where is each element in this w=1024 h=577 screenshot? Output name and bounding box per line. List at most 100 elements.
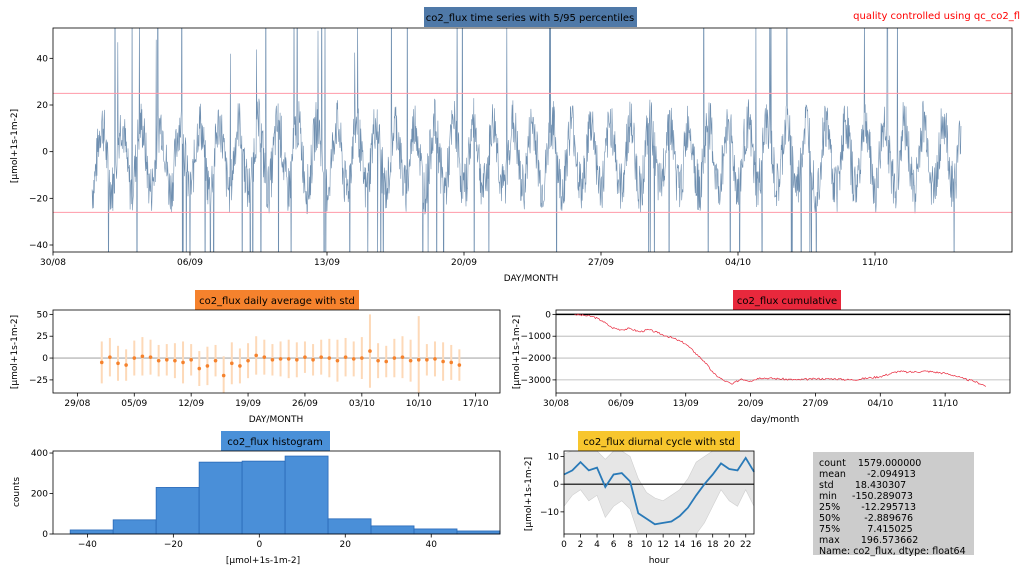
diurnal-xtick-label: 18 — [707, 540, 719, 550]
cumulative-line — [574, 313, 987, 387]
daily-ytick-label: 0 — [42, 354, 48, 364]
stats-line-name: Name: co2_flux, dtype: float64 — [819, 546, 966, 557]
cumulative-ytick-label: −3000 — [521, 376, 552, 386]
stats-line-std: std 18.430307 — [819, 480, 906, 491]
cumulative-title-box — [733, 290, 841, 310]
daily-mean-point — [457, 363, 462, 367]
daily-mean-point — [108, 355, 112, 359]
daily-title: co2_flux daily average with std — [199, 296, 355, 307]
daily-xtick-label: 03/10 — [349, 399, 375, 409]
cumulative-xtick-label: 11/10 — [932, 399, 958, 409]
daily-plot: 29/08 05/09 12/09 19/09 26/09 03/10 10/10 17/10… — [29, 309, 501, 409]
histogram-bar — [370, 525, 415, 535]
timeseries-xtick-label: 27/09 — [588, 258, 614, 268]
histogram-xtick-label: 20 — [340, 540, 352, 550]
timeseries-xtick-label: 11/10 — [862, 258, 888, 268]
daily-mean-point — [286, 357, 291, 361]
timeseries-ytick-label: −20 — [29, 194, 48, 204]
daily-mean-point — [392, 356, 397, 360]
daily-mean-point — [343, 355, 348, 359]
stats-line-max: max 196.573662 — [819, 535, 918, 546]
daily-mean-point — [246, 358, 250, 363]
daily-mean-point — [164, 358, 169, 362]
cumulative-ytick-label: 0 — [545, 310, 551, 320]
histogram-xtick-label: 40 — [426, 540, 438, 550]
timeseries-line — [91, 28, 962, 252]
diurnal-frame — [563, 450, 755, 535]
histogram-title-box — [221, 431, 330, 451]
daily-mean-point — [270, 358, 275, 362]
diurnal-ytick-label: −10 — [540, 508, 559, 518]
diurnal-xtick-label: 8 — [627, 540, 633, 550]
diurnal-xtick-label: 4 — [594, 540, 600, 550]
daily-mean-point — [327, 356, 332, 360]
diurnal-ylabel: [μmol+1s-1m-2] — [524, 457, 534, 531]
cumulative-ytick-label: −2000 — [521, 354, 552, 364]
histogram-ylabel: counts — [12, 477, 22, 507]
timeseries-panel: co2_flux time series with 5/95 percentil… — [10, 7, 1013, 284]
diurnal-xtick-label: 16 — [690, 540, 702, 550]
diurnal-xtick-label: 22 — [740, 540, 751, 550]
cumulative-title: co2_flux cumulative — [737, 296, 837, 307]
histogram-bar — [69, 529, 114, 535]
cumulative-plot: 30/08 06/09 13/09 20/09 27/09 04/10 11/10 −3000… — [521, 309, 1011, 409]
histogram-bar — [112, 519, 157, 535]
stats-line-min: min -150.289073 — [819, 491, 913, 502]
timeseries-xlabel: DAY/MONTH — [504, 274, 559, 284]
diurnal-title-box — [578, 431, 740, 451]
daily-mean-point — [230, 361, 234, 366]
daily-xtick-label: 29/08 — [64, 399, 90, 409]
daily-mean-point — [303, 355, 307, 359]
diurnal-xtick-label: 10 — [641, 540, 653, 550]
diurnal-panel: co2_flux diurnal cycle with std hour [μm… — [524, 431, 755, 566]
cumulative-xtick-label: 06/09 — [608, 399, 634, 409]
daily-mean-point — [278, 357, 283, 361]
diurnal-std-band — [564, 451, 754, 534]
daily-mean-point — [295, 358, 299, 362]
daily-mean-point — [221, 373, 226, 378]
stats-background — [813, 452, 974, 555]
histogram-bar — [413, 528, 458, 535]
histogram-frame — [52, 450, 501, 535]
timeseries-xtick-label: 30/08 — [40, 258, 66, 268]
daily-mean-point — [181, 360, 185, 365]
daily-mean-point — [140, 354, 145, 359]
histogram-bar — [241, 460, 286, 535]
daily-mean-point — [408, 358, 413, 363]
daily-panel: co2_flux daily average with std DAY/MONT… — [10, 290, 501, 425]
daily-ytick-label: 25 — [37, 332, 48, 342]
timeseries-ytick-label: 20 — [37, 101, 49, 111]
stats-box: count 1579.000000 mean -2.094913 std 18.… — [813, 452, 974, 557]
cumulative-xtick-label: 04/10 — [867, 399, 893, 409]
daily-xtick-label: 12/09 — [178, 399, 204, 409]
cumulative-xtick-label: 27/09 — [802, 399, 828, 409]
timeseries-xtick-label: 04/10 — [725, 258, 751, 268]
daily-xtick-label: 26/09 — [292, 399, 318, 409]
daily-mean-point — [254, 353, 258, 358]
daily-mean-point — [148, 355, 153, 359]
daily-mean-point — [351, 357, 356, 361]
daily-mean-point — [368, 349, 372, 353]
timeseries-xtick-label: 20/09 — [451, 258, 477, 268]
daily-mean-point — [213, 358, 218, 363]
histogram-bar — [327, 518, 372, 535]
stats-line-count: count 1579.000000 — [819, 458, 921, 469]
cumulative-xlabel: day/month — [751, 415, 800, 425]
daily-xtick-label: 17/10 — [463, 399, 489, 409]
diurnal-plot: 0 2 4 6 8 10 12 14 16 18 20 22 −10 0 10 — [540, 450, 755, 550]
stats-line-25: 25% -12.295713 — [819, 502, 916, 513]
daily-mean-point — [319, 355, 324, 359]
cumulative-xtick-label: 20/09 — [738, 399, 764, 409]
diurnal-xtick-label: 0 — [561, 540, 567, 550]
stats-line-50: 50% -2.889676 — [819, 513, 913, 524]
histogram-bar — [198, 461, 243, 535]
diurnal-mean-line — [563, 456, 755, 526]
diurnal-xtick-label: 14 — [674, 540, 686, 550]
daily-title-box — [195, 290, 359, 310]
timeseries-ytick-label: 40 — [37, 54, 49, 64]
histogram-xtick-label: 0 — [256, 540, 262, 550]
cumulative-xtick-label: 13/09 — [673, 399, 699, 409]
timeseries-ytick-label: −40 — [29, 241, 48, 251]
daily-mean-point — [384, 359, 389, 364]
